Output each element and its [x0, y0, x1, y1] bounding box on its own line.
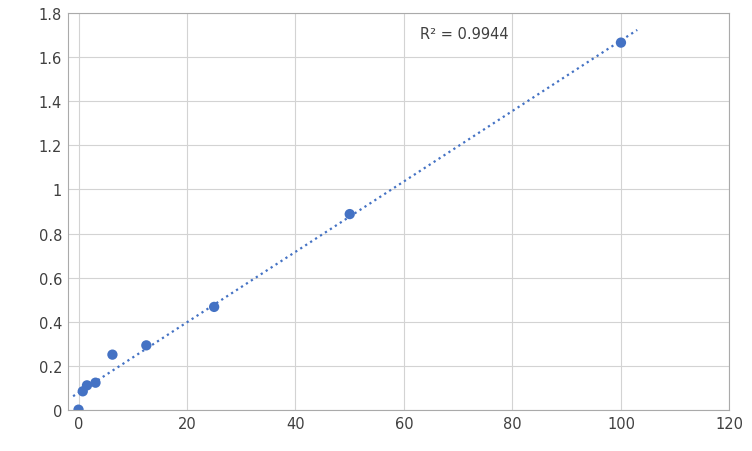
Text: R² = 0.9944: R² = 0.9944: [420, 27, 509, 42]
Point: [89, 379, 102, 387]
Point: [107, 351, 119, 359]
Point: [141, 342, 153, 349]
Point: [81, 382, 93, 389]
Point: [615, 40, 627, 47]
Point: [72, 406, 84, 414]
Point: [344, 211, 356, 218]
Point: [208, 304, 220, 311]
Point: [77, 388, 89, 395]
